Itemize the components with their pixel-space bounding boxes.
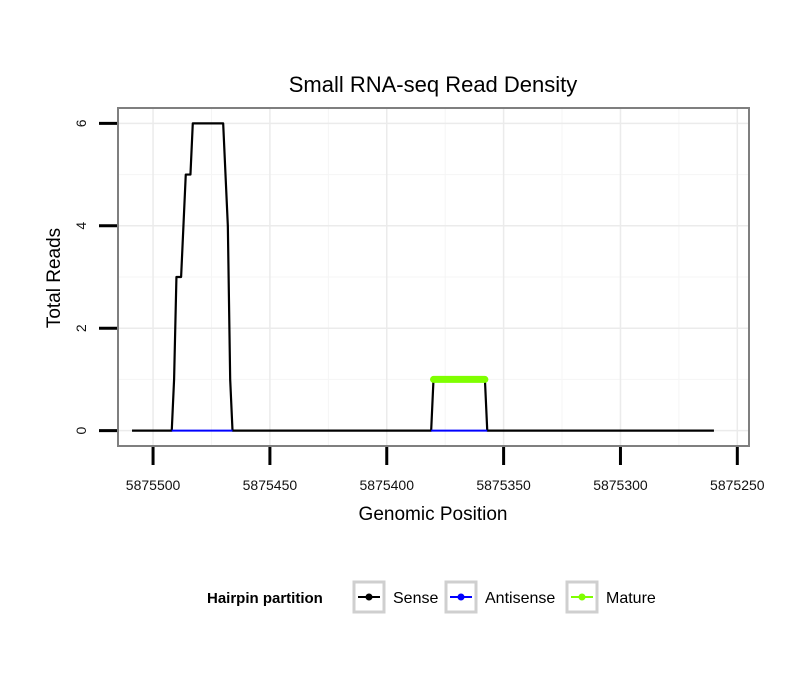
x-tick-label: 5875500	[126, 477, 181, 493]
legend-label-mature: Mature	[606, 590, 656, 607]
legend-label-sense: Sense	[393, 590, 438, 607]
y-axis-title: Total Reads	[44, 228, 65, 328]
y-tick-label: 4	[73, 222, 89, 230]
x-tick-label: 5875250	[710, 477, 765, 493]
major-x-gridlines	[152, 108, 739, 446]
x-axis-title: Genomic Position	[359, 504, 508, 525]
y-tick-label: 6	[73, 119, 89, 127]
plot-border	[117, 107, 750, 447]
x-tick-label: 5875350	[476, 477, 531, 493]
x-axis: 5875500 5875450 5875400 5875350 5875300 58752…	[126, 447, 765, 493]
legend-key-point	[365, 593, 373, 601]
x-tick-label: 5875400	[360, 477, 415, 493]
legend-key-point	[457, 593, 465, 601]
y-tick-label: 2	[73, 324, 89, 332]
legend-key-point	[578, 593, 586, 601]
plot-area	[117, 107, 750, 447]
series-layer	[132, 122, 714, 432]
legend-entries: Sense Antisense Mature	[352, 580, 656, 614]
x-tick-label: 5875300	[593, 477, 648, 493]
y-tick-label: 0	[73, 427, 89, 435]
y-axis: 0 2 4 6	[73, 119, 117, 435]
legend: Hairpin partition Sense Antisense Mature	[207, 580, 656, 614]
x-tick-label: 5875450	[243, 477, 298, 493]
legend-title: Hairpin partition	[207, 590, 323, 607]
chart-title: Small RNA-seq Read Density	[289, 72, 578, 97]
legend-label-antisense: Antisense	[485, 590, 555, 607]
